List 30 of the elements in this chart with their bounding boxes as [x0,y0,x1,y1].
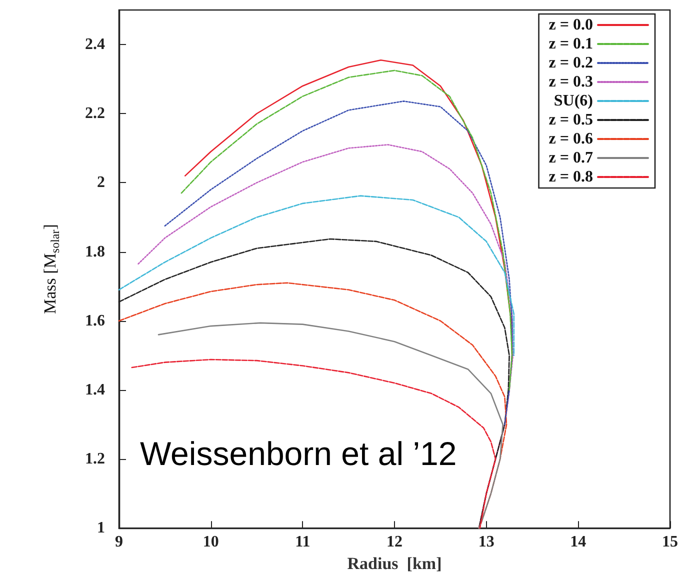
y-tick-label: 2.2 [85,105,105,122]
annotation: Weissenborn et al ’12 [140,435,457,472]
x-tick-label: 10 [202,534,219,551]
legend-label: z = 0.3 [548,74,593,90]
x-tick-label: 12 [386,534,402,551]
legend-label: z = 0.8 [548,168,593,186]
x-axis-title: Radius [km] [347,554,442,573]
legend-label: z = 0.1 [548,36,593,52]
y-tick-label: 1.2 [85,450,105,468]
y-tick-label: 1 [97,520,105,537]
legend-label: z = 0.2 [548,54,593,72]
line-series [180,70,513,391]
legend-label: z = 0.0 [548,16,593,34]
x-tick-label: 13 [478,534,494,551]
legend-label: z = 0.5 [548,112,593,128]
x-tick-label: 15 [662,534,678,551]
y-tick-label: 2.4 [85,36,105,54]
legend-label: z = 0.7 [548,150,593,166]
legend-label: SU(6) [554,92,593,110]
legend-label: z = 0.6 [548,130,593,148]
x-tick-label: 11 [295,534,310,551]
y-tick-label: 1.4 [85,381,105,398]
y-tick-label: 1.6 [85,312,105,330]
x-tick-label: 14 [570,534,586,551]
y-tick-label: 1.8 [85,243,105,260]
y-tick-label: 2 [97,174,105,192]
y-axis-title: Mass [Msolar] [40,224,62,314]
x-tick-label: 9 [115,534,123,551]
line-series [164,100,513,426]
line-series [118,195,515,356]
